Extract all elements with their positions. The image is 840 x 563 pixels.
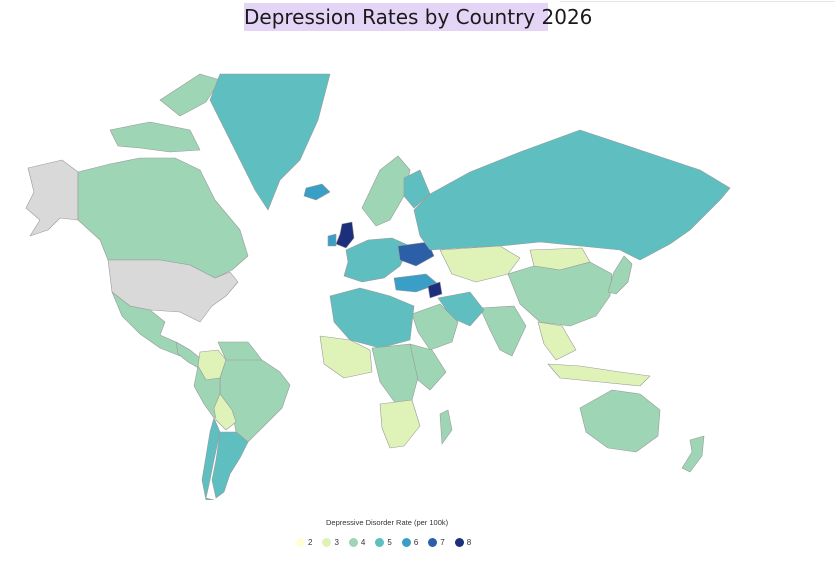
- legend-item: 3: [322, 537, 339, 547]
- country-ireland[interactable]: [327, 233, 337, 247]
- country-brazil[interactable]: [219, 359, 291, 443]
- country-saudi-arabia[interactable]: [411, 303, 459, 351]
- country-new-zealand[interactable]: [681, 435, 705, 473]
- legend-item: 5: [375, 537, 392, 547]
- legend-label: 4: [360, 537, 366, 547]
- country-canada[interactable]: [77, 73, 249, 279]
- legend-label: 5: [387, 537, 392, 547]
- country-argentina[interactable]: [211, 431, 249, 499]
- legend-swatch: [401, 537, 411, 547]
- country-kazakhstan[interactable]: [439, 245, 521, 283]
- country-bolivia[interactable]: [213, 393, 237, 431]
- legend-label: 2: [308, 537, 313, 547]
- legend-swatch: [348, 537, 358, 547]
- country-japan[interactable]: [607, 255, 633, 295]
- legend-label: 7: [440, 537, 445, 547]
- country-united-kingdom[interactable]: [335, 221, 355, 249]
- legend-swatch: [296, 537, 305, 547]
- country-turkey[interactable]: [393, 273, 439, 293]
- country-syria[interactable]: [427, 281, 443, 299]
- legend-item: 6: [401, 537, 419, 547]
- legend-item: 8: [454, 537, 472, 547]
- country-east-africa[interactable]: [409, 343, 447, 391]
- country-russia[interactable]: [413, 129, 731, 261]
- legend-label: 8: [466, 537, 472, 547]
- legend: 2 3 4 5 6 7 8: [296, 535, 481, 549]
- world-map[interactable]: [0, 60, 840, 500]
- legend-swatch: [322, 537, 332, 547]
- country-greenland[interactable]: [209, 73, 331, 211]
- top-divider: [560, 1, 835, 2]
- country-iceland[interactable]: [303, 183, 331, 201]
- country-southern-africa[interactable]: [379, 399, 421, 449]
- page-title: Depression Rates by Country 2026: [244, 3, 593, 31]
- country-ukraine[interactable]: [397, 241, 435, 267]
- legend-label: 3: [334, 537, 339, 547]
- country-chile[interactable]: [201, 417, 221, 500]
- legend-swatch: [428, 537, 438, 547]
- country-north-africa[interactable]: [329, 287, 415, 349]
- legend-item: 7: [428, 537, 445, 547]
- country-indonesia[interactable]: [547, 363, 651, 387]
- legend-item: 4: [348, 537, 366, 547]
- country-alaska[interactable]: [25, 159, 79, 237]
- legend-item: 2: [296, 537, 313, 547]
- country-australia[interactable]: [579, 389, 661, 453]
- legend-swatch: [375, 537, 385, 547]
- country-finland[interactable]: [403, 169, 431, 209]
- country-china[interactable]: [507, 261, 613, 327]
- country-west-africa[interactable]: [319, 335, 373, 379]
- legend-swatch: [454, 537, 464, 547]
- country-india[interactable]: [479, 305, 527, 357]
- country-western-europe[interactable]: [343, 237, 411, 283]
- legend-label: 6: [413, 537, 419, 547]
- country-madagascar[interactable]: [439, 409, 453, 445]
- country-southeast-asia[interactable]: [537, 321, 577, 361]
- legend-title: Depressive Disorder Rate (per 100k): [326, 518, 449, 527]
- country-scandinavia[interactable]: [361, 155, 411, 227]
